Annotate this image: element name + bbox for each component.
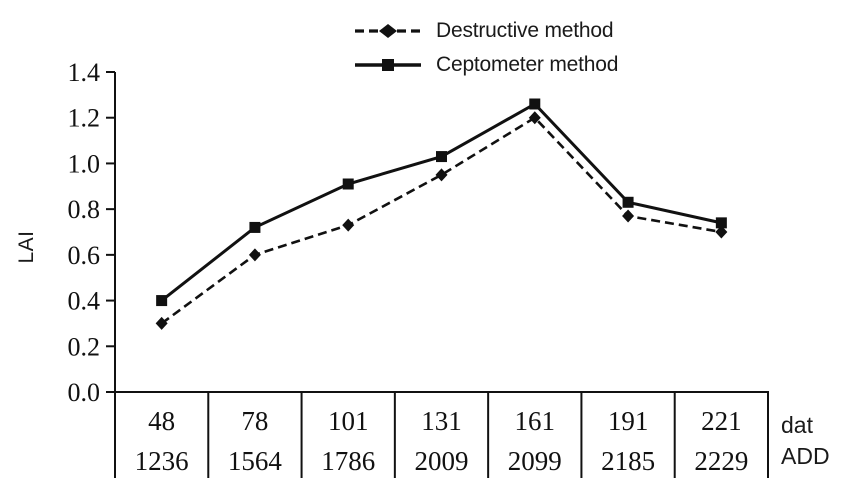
legend: Destructive method Ceptometer method — [354, 14, 618, 82]
square-marker — [249, 221, 261, 233]
y-axis-title: LAI — [15, 230, 38, 264]
legend-item-destructive: Destructive method — [354, 14, 618, 48]
add-cell: 1786 — [321, 446, 375, 476]
square-marker — [436, 151, 447, 163]
add-cell: 2009 — [415, 446, 469, 476]
diamond-marker — [155, 316, 168, 330]
legend-item-ceptometer: Ceptometer method — [354, 48, 618, 82]
add-cell: 2185 — [601, 446, 655, 476]
square-marker — [529, 98, 541, 110]
dat-cell: 131 — [421, 406, 462, 436]
y-axis-ticks: 0.0 0.2 0.4 0.6 0.8 1.0 1.2 1.4 — [68, 58, 115, 407]
diamond-marker — [622, 209, 635, 223]
x-axis-row1-label: dat — [781, 412, 813, 438]
x-axis-table — [114, 392, 769, 478]
y-tick-label: 1.2 — [68, 104, 101, 133]
y-tick-label: 0.8 — [68, 195, 101, 224]
dat-cell: 221 — [701, 406, 742, 436]
x-axis-row2-label: ADD — [781, 443, 830, 469]
dat-cell: 191 — [608, 406, 649, 436]
add-cell: 2229 — [694, 446, 748, 476]
x-axis-table-cells: 48 78 101 131 161 191 221 1236 1564 1786 2009 2099 2… — [135, 406, 749, 476]
diamond-marker — [715, 225, 728, 239]
diamond-marker — [248, 248, 261, 262]
y-tick-label: 1.4 — [68, 58, 101, 87]
square-marker — [156, 295, 168, 307]
series-ceptometer — [156, 98, 727, 307]
y-tick-label: 0.0 — [68, 378, 101, 407]
legend-label-destructive: Destructive method — [436, 19, 614, 42]
dat-cell: 48 — [148, 406, 175, 436]
dat-cell: 101 — [328, 406, 369, 436]
solid-line-square-marker-icon — [355, 59, 421, 71]
diamond-marker — [342, 218, 355, 232]
add-cell: 1236 — [135, 446, 189, 476]
y-tick-label: 0.4 — [68, 287, 101, 316]
dat-cell: 161 — [515, 406, 556, 436]
series-destructive — [155, 111, 728, 330]
y-tick-label: 1.0 — [68, 149, 101, 178]
y-tick-label: 0.6 — [68, 241, 101, 270]
diamond-marker — [528, 111, 541, 125]
dat-cell: 78 — [241, 406, 268, 436]
add-cell: 2099 — [508, 446, 562, 476]
legend-label-ceptometer: Ceptometer method — [436, 53, 619, 76]
add-cell: 1564 — [228, 446, 283, 476]
square-marker — [622, 196, 634, 208]
diamond-marker — [435, 168, 448, 182]
y-tick-label: 0.2 — [68, 332, 101, 361]
axes — [114, 72, 769, 393]
dashed-line-diamond-marker-icon — [355, 24, 421, 38]
square-marker — [715, 217, 727, 229]
square-marker — [342, 178, 354, 190]
